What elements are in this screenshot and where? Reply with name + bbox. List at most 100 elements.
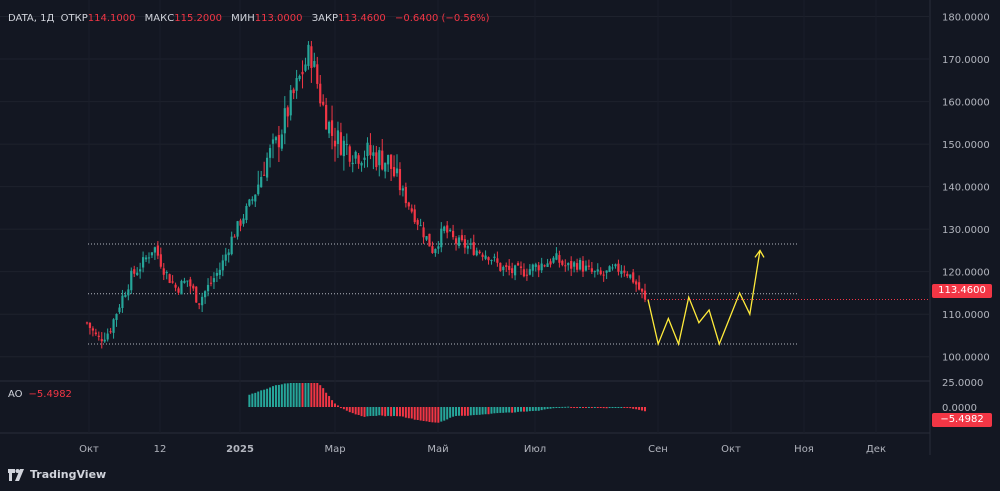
candle-body (534, 264, 537, 267)
candle-body (233, 236, 236, 238)
candle-body (345, 143, 348, 145)
ao-bar (635, 407, 638, 410)
candle-body (637, 282, 641, 290)
ao-bar (254, 392, 257, 407)
candle-body (100, 339, 103, 342)
ao-bar (301, 383, 304, 407)
ao-bar (540, 407, 543, 411)
ao-bar (360, 407, 363, 417)
candle-body (201, 296, 204, 306)
ao-bar (629, 407, 632, 409)
ao-bar (251, 393, 254, 407)
candle-body (198, 303, 201, 305)
candle-body (313, 61, 316, 67)
ao-bar (292, 383, 295, 407)
ao-bar (466, 407, 469, 416)
candle-body (584, 265, 588, 271)
ao-bar (458, 407, 460, 416)
ao-bar (584, 407, 587, 408)
ao-bar (407, 407, 410, 419)
candle-body (422, 227, 425, 238)
candle-body (183, 280, 186, 283)
candle-body (118, 307, 121, 313)
candle-body (165, 272, 168, 274)
candle-body (177, 288, 180, 293)
candle-body (351, 162, 354, 165)
candle-body (156, 245, 159, 256)
candle-body (537, 265, 540, 271)
tradingview-logo[interactable]: TradingView (8, 468, 106, 481)
candle-body (136, 272, 139, 275)
ao-bar (257, 391, 260, 407)
time-tick-label: Май (427, 444, 448, 455)
candle-body (508, 265, 511, 270)
ao-bar (546, 407, 549, 409)
ao-bar (579, 407, 582, 408)
candle-body (141, 257, 145, 268)
candle-body (513, 265, 517, 276)
candle-body (643, 290, 647, 300)
ao-bar (437, 407, 440, 423)
candle-body (640, 288, 644, 292)
ao-bar (434, 407, 437, 423)
candle-body (466, 245, 469, 249)
candle-body (475, 250, 478, 256)
ao-bar (375, 407, 378, 416)
candle-body (443, 226, 446, 231)
candle-body (180, 280, 183, 295)
candle-body (499, 262, 502, 271)
ao-bar (369, 407, 372, 416)
candle-body (392, 167, 396, 177)
candle-body (599, 270, 602, 275)
ao-bar (325, 392, 328, 407)
ao-bar (620, 407, 623, 408)
candle-body (617, 263, 620, 272)
ao-bar (446, 407, 449, 420)
candle-body (239, 220, 242, 226)
candle-body (325, 104, 328, 130)
candle-body (327, 121, 331, 134)
candle-body (381, 150, 384, 170)
candle-body (451, 230, 455, 238)
ao-bar (277, 384, 280, 407)
ao-bar (428, 407, 431, 422)
ao-bar (582, 407, 584, 408)
ao-legend: AO −5.4982 (8, 389, 72, 400)
candle-body (330, 120, 334, 136)
ao-bar (549, 407, 552, 409)
ao-value-tag: −5.4982 (932, 413, 992, 427)
candle-body (587, 265, 591, 267)
ao-bar (567, 406, 570, 408)
ao-bar (307, 383, 310, 407)
candle-body (103, 339, 106, 342)
candle-body (304, 64, 307, 71)
ao-bar (378, 407, 381, 416)
candle-body (162, 268, 165, 275)
candle-body (590, 268, 593, 272)
candle-body (407, 202, 410, 207)
ao-bar (611, 407, 614, 408)
logo-text: TradingView (30, 468, 107, 481)
ao-bar (416, 407, 419, 420)
ao-bar (502, 407, 505, 413)
ao-bar (576, 407, 579, 408)
candle-body (575, 263, 579, 270)
candle-body (360, 162, 363, 166)
high-value: 115.2000 (174, 13, 222, 24)
candle-body (457, 237, 461, 246)
ao-bar (641, 407, 644, 411)
candle-body (593, 271, 596, 273)
candle-body (469, 243, 472, 245)
candle-body (186, 280, 189, 282)
candle-body (555, 253, 558, 260)
candle-body (372, 152, 375, 156)
candle-body (212, 278, 216, 283)
candle-body (354, 151, 357, 159)
ao-bar (286, 383, 289, 407)
candle-body (522, 269, 526, 277)
candle-body (150, 252, 154, 256)
high-label: МАКС (144, 13, 175, 24)
forecast-path (647, 250, 761, 347)
ao-bar (593, 407, 596, 408)
